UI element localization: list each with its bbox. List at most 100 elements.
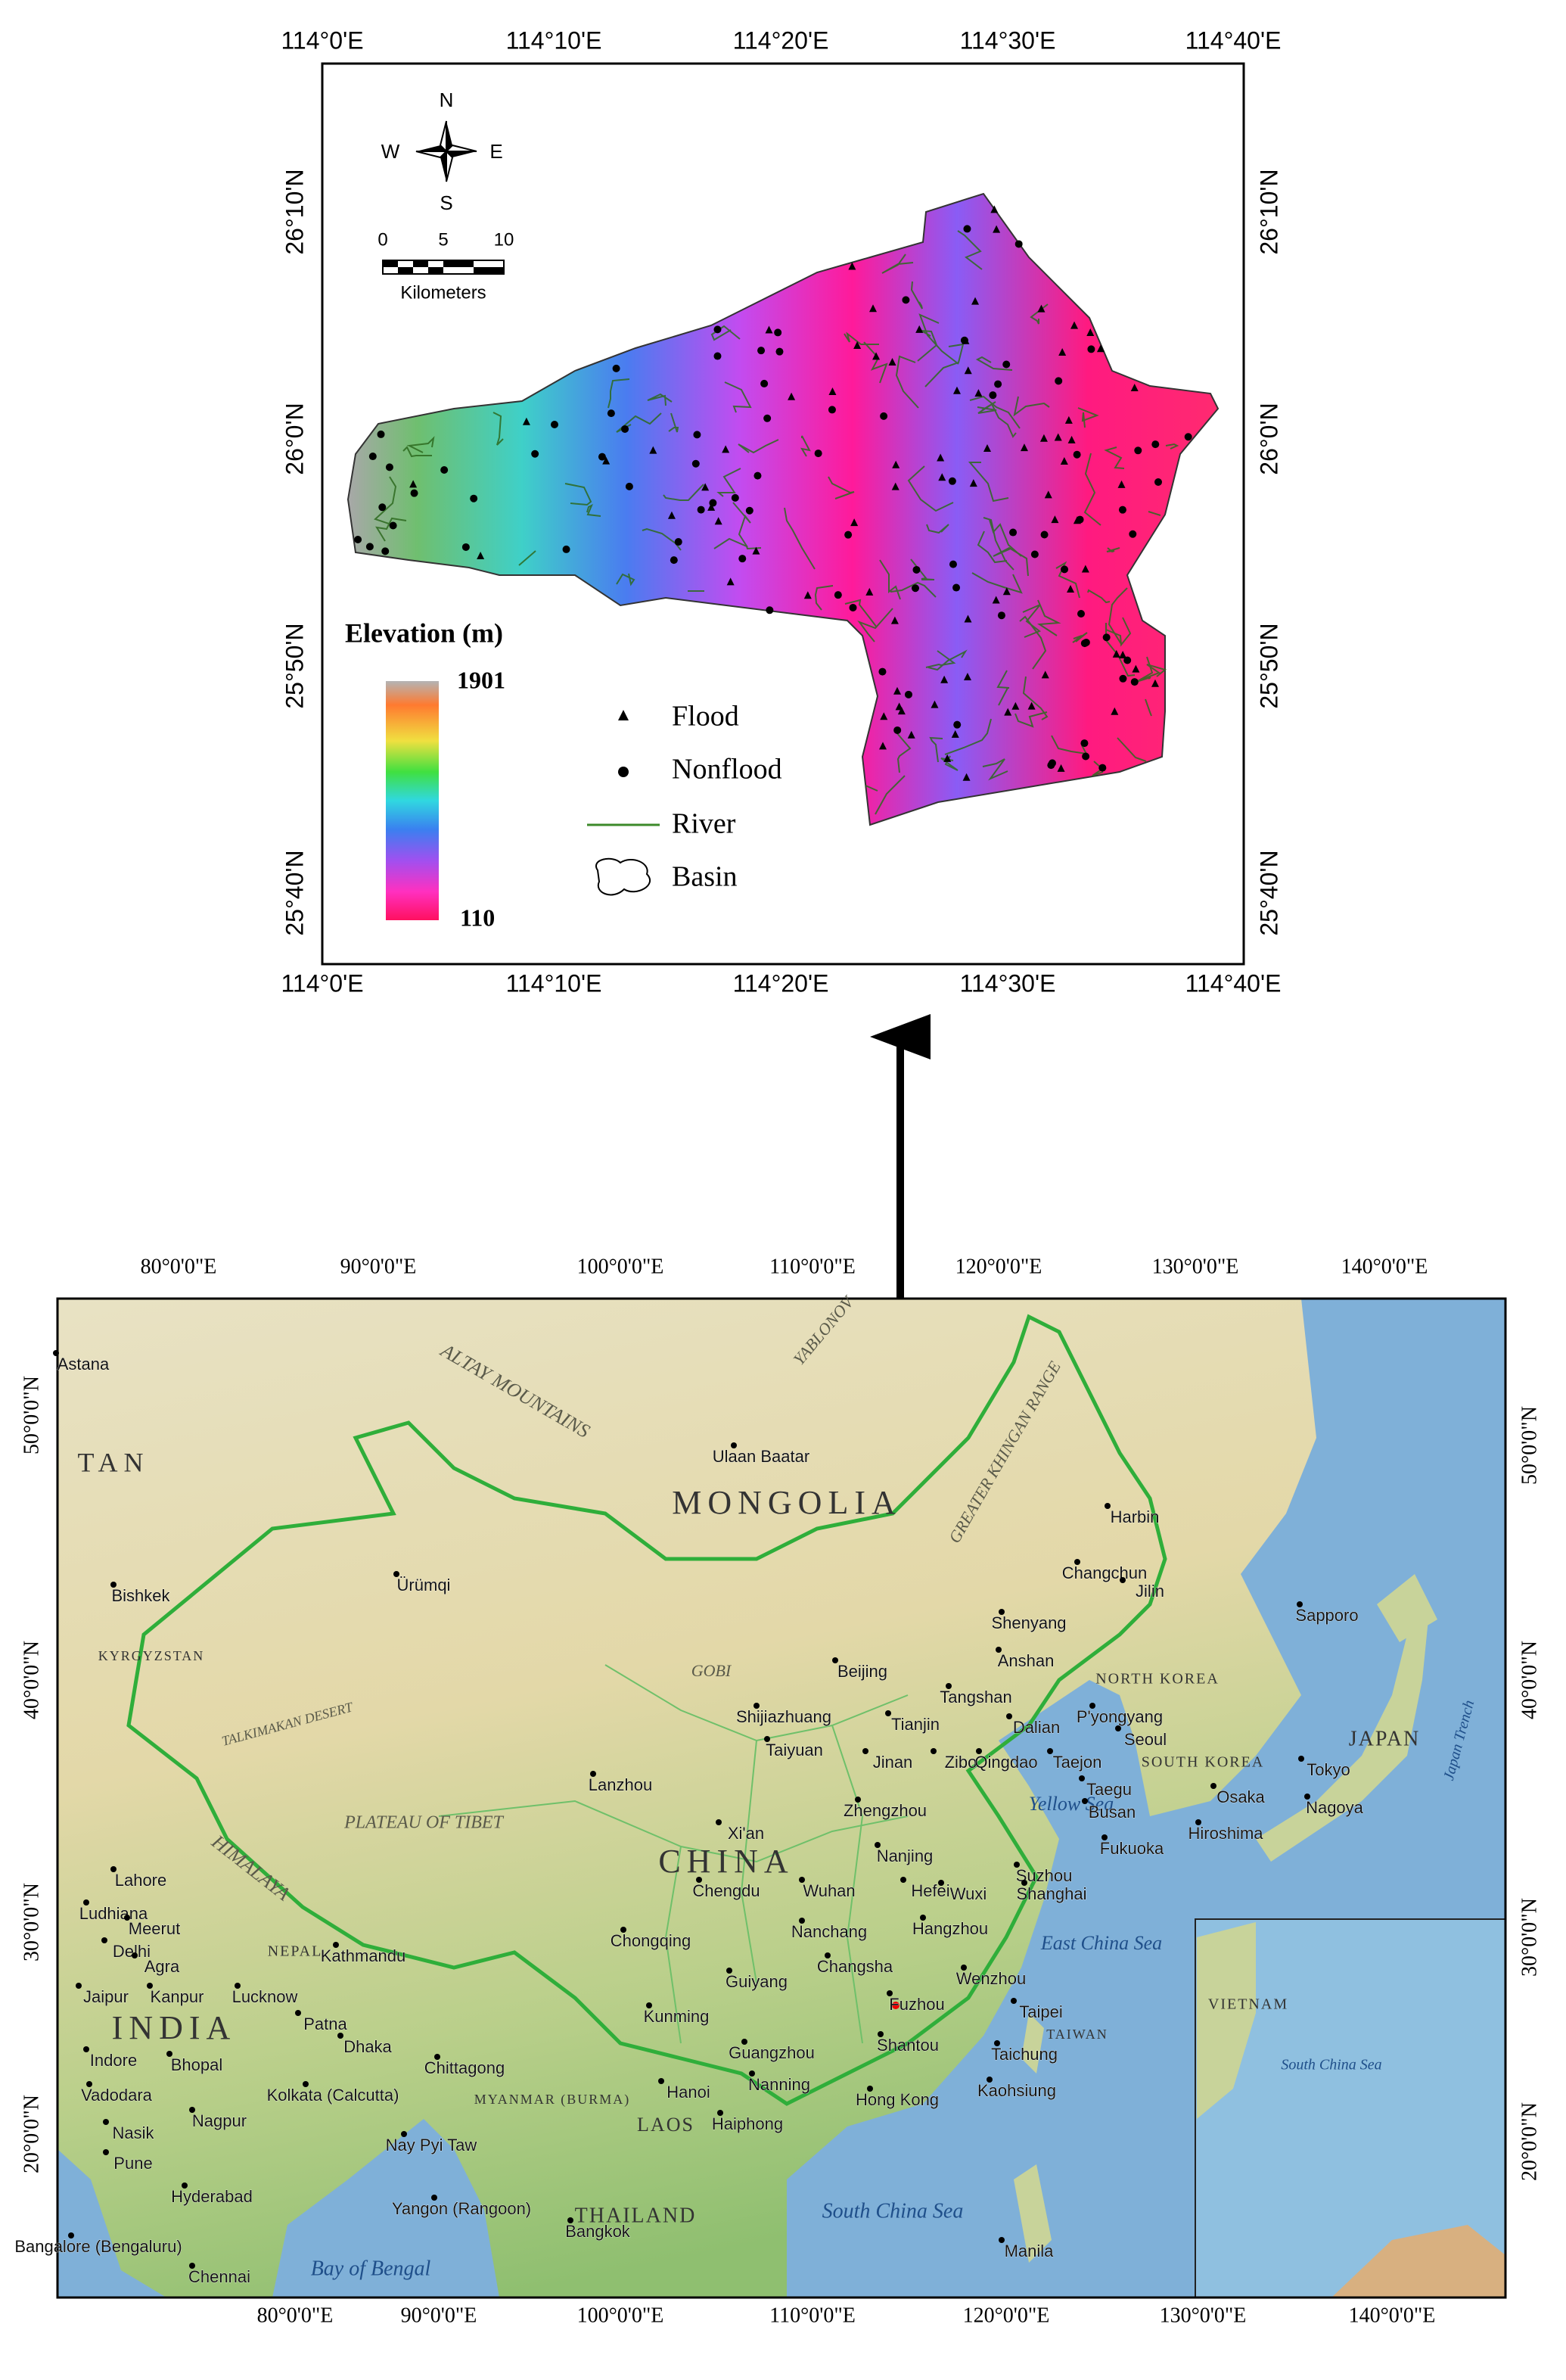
river <box>896 732 912 773</box>
elevation-min: 110 <box>460 904 495 931</box>
flood-point <box>879 742 887 750</box>
flood-point <box>880 712 888 720</box>
city-dot <box>799 1877 805 1883</box>
city-dot <box>303 2081 309 2087</box>
nonflood-point <box>1030 550 1039 558</box>
flood-point <box>477 551 485 559</box>
flood-point <box>853 341 862 350</box>
river <box>895 355 919 409</box>
lat-label: 30°0'0"N <box>20 1883 43 1962</box>
city-label: Yangon (Rangoon) <box>392 2199 531 2218</box>
river <box>710 325 741 341</box>
nonflood-point <box>834 591 842 599</box>
city-label: Shenyang <box>991 1613 1066 1632</box>
lon-label: 100°0'0"E <box>577 1255 664 1278</box>
river <box>642 527 682 551</box>
lon-label: 114°40'E <box>1185 26 1282 54</box>
flood-point <box>1011 702 1020 710</box>
nonflood-point <box>902 296 910 304</box>
nonflood-point <box>949 560 957 568</box>
lat-label: 40°0'0"N <box>1518 1641 1541 1719</box>
scale-tick: 5 <box>438 229 448 250</box>
city-label: Wuxi <box>950 1884 987 1903</box>
nonflood-point <box>997 611 1005 620</box>
east-label: E <box>489 140 502 163</box>
country-label: TAIWAN <box>1046 2027 1108 2042</box>
nonflood-point <box>1087 345 1095 353</box>
city-dot <box>567 2217 573 2223</box>
city-dot <box>110 1582 117 1588</box>
flood-point <box>1041 670 1049 679</box>
river <box>1148 511 1161 516</box>
city-label: Bhopal <box>171 2055 223 2074</box>
nonflood-point <box>1014 240 1023 248</box>
river <box>982 758 1008 781</box>
nonflood-point <box>470 494 478 502</box>
flood-point <box>983 444 992 453</box>
river <box>989 519 1022 557</box>
river <box>375 517 407 542</box>
city-dot <box>53 1350 59 1356</box>
flood-point <box>1067 584 1075 593</box>
lon-label: 130°0'0"E <box>1160 2304 1247 2327</box>
nonflood-point <box>365 543 374 551</box>
flood-point <box>993 225 1001 233</box>
city-label: Manila <box>1005 2242 1055 2260</box>
nonflood-point <box>1061 565 1069 574</box>
city-label: Chennai <box>188 2267 250 2286</box>
city-dot <box>1115 1725 1121 1731</box>
city-label: Hangzhou <box>912 1919 988 1938</box>
flood-point <box>1070 321 1079 329</box>
lon-label: 114°10'E <box>506 26 602 54</box>
flood-point <box>1064 415 1073 424</box>
city-label: Agra <box>144 1957 180 1976</box>
river <box>406 436 435 453</box>
river <box>1104 446 1125 469</box>
city-label: Beijing <box>837 1662 887 1681</box>
scale-bar: 0 5 10 Kilometers <box>378 229 514 303</box>
city-dot <box>295 2010 301 2016</box>
lat-label: 30°0'0"N <box>1518 1898 1541 1977</box>
city-label: Jilin <box>1136 1582 1164 1601</box>
city-dot <box>1047 1748 1053 1754</box>
scale-unit: Kilometers <box>400 282 486 303</box>
river <box>1013 396 1050 417</box>
city-label: Seoul <box>1124 1730 1167 1749</box>
flood-point <box>915 325 924 333</box>
river <box>944 718 992 755</box>
city-dot <box>920 1915 926 1921</box>
river <box>996 670 1010 706</box>
lat-label: 25°40'N <box>281 850 308 935</box>
basin <box>346 192 1220 826</box>
city-dot <box>189 2263 195 2269</box>
city-label: Patna <box>303 2014 347 2033</box>
lon-label: 114°20'E <box>733 26 829 54</box>
city-dot <box>976 1748 982 1754</box>
city-dot <box>1210 1783 1216 1789</box>
country-label: KYRGYZSTAN <box>98 1648 205 1663</box>
river <box>1019 615 1047 670</box>
river <box>993 546 1029 577</box>
river <box>969 395 1021 429</box>
city-label: Ürümqi <box>397 1576 451 1594</box>
nonflood-point <box>1118 506 1126 514</box>
sea <box>272 2119 499 2298</box>
river <box>716 468 741 497</box>
city-label: Chongqing <box>611 1931 691 1950</box>
river <box>402 446 432 458</box>
city-dot <box>875 1842 881 1848</box>
nonflood-point <box>745 506 753 515</box>
region-label: Bay of Bengal <box>311 2257 431 2280</box>
flood-point <box>1039 434 1048 442</box>
flood-point <box>765 325 773 334</box>
country-label: NEPAL <box>268 1943 323 1960</box>
elevation-colorbar <box>386 681 439 920</box>
city-label: Tianjin <box>891 1715 940 1734</box>
city-label: Kunming <box>644 2007 710 2026</box>
land <box>1377 1574 1437 1642</box>
river <box>1072 632 1088 643</box>
city-label: Fukuoka <box>1100 1839 1164 1858</box>
city-dot <box>1074 1559 1080 1565</box>
river <box>1077 407 1099 428</box>
nonflood-point <box>531 450 539 458</box>
